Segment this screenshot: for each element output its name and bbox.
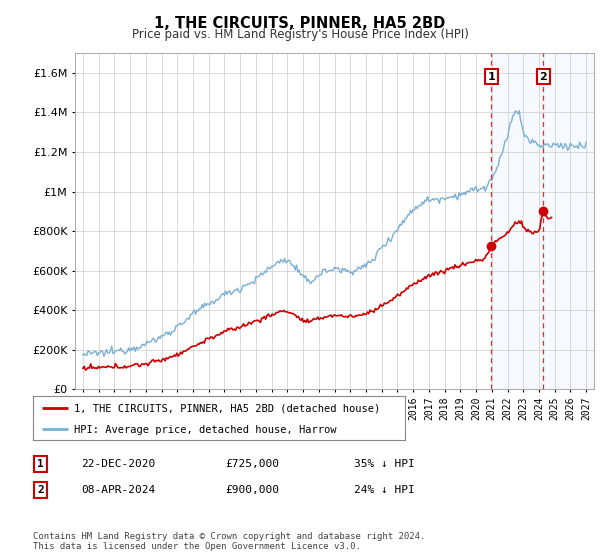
Text: 35% ↓ HPI: 35% ↓ HPI (354, 459, 415, 469)
Bar (543, 53, 594, 389)
Text: 1: 1 (487, 72, 495, 82)
Text: 2: 2 (539, 72, 547, 82)
Text: 1: 1 (37, 459, 44, 469)
Text: Contains HM Land Registry data © Crown copyright and database right 2024.
This d: Contains HM Land Registry data © Crown c… (33, 532, 425, 552)
Text: 24% ↓ HPI: 24% ↓ HPI (354, 485, 415, 495)
Text: 1, THE CIRCUITS, PINNER, HA5 2BD: 1, THE CIRCUITS, PINNER, HA5 2BD (154, 16, 446, 31)
Text: £725,000: £725,000 (225, 459, 279, 469)
Text: £900,000: £900,000 (225, 485, 279, 495)
Text: 1, THE CIRCUITS, PINNER, HA5 2BD (detached house): 1, THE CIRCUITS, PINNER, HA5 2BD (detach… (74, 404, 380, 414)
Text: Price paid vs. HM Land Registry's House Price Index (HPI): Price paid vs. HM Land Registry's House … (131, 28, 469, 41)
Text: 2: 2 (37, 485, 44, 495)
Text: HPI: Average price, detached house, Harrow: HPI: Average price, detached house, Harr… (74, 424, 337, 435)
Text: 22-DEC-2020: 22-DEC-2020 (81, 459, 155, 469)
Bar (543, 53, 594, 389)
Bar (491, 53, 543, 389)
Text: 08-APR-2024: 08-APR-2024 (81, 485, 155, 495)
